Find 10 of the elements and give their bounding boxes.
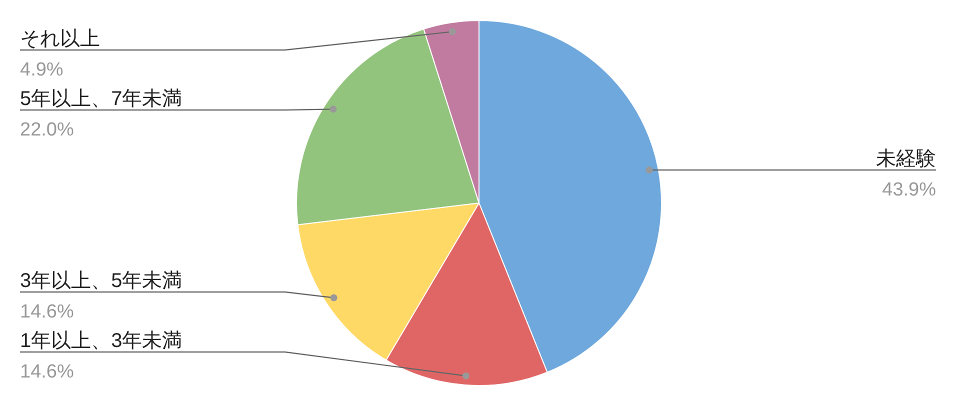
slice-label: 3年以上、5年未満 xyxy=(20,270,182,292)
data-label: 22.0% xyxy=(20,120,74,141)
data-label: 4.9% xyxy=(20,60,64,81)
slice-label: 5年以上、7年未満 xyxy=(20,88,182,110)
data-label: 14.6% xyxy=(20,302,74,323)
slice-label: 1年以上、3年未満 xyxy=(20,330,182,352)
data-label: 43.9% xyxy=(882,180,936,201)
slice-label: それ以上 xyxy=(20,28,100,50)
data-label: 14.6% xyxy=(20,362,74,383)
slice-label: 未経験 xyxy=(876,148,936,170)
